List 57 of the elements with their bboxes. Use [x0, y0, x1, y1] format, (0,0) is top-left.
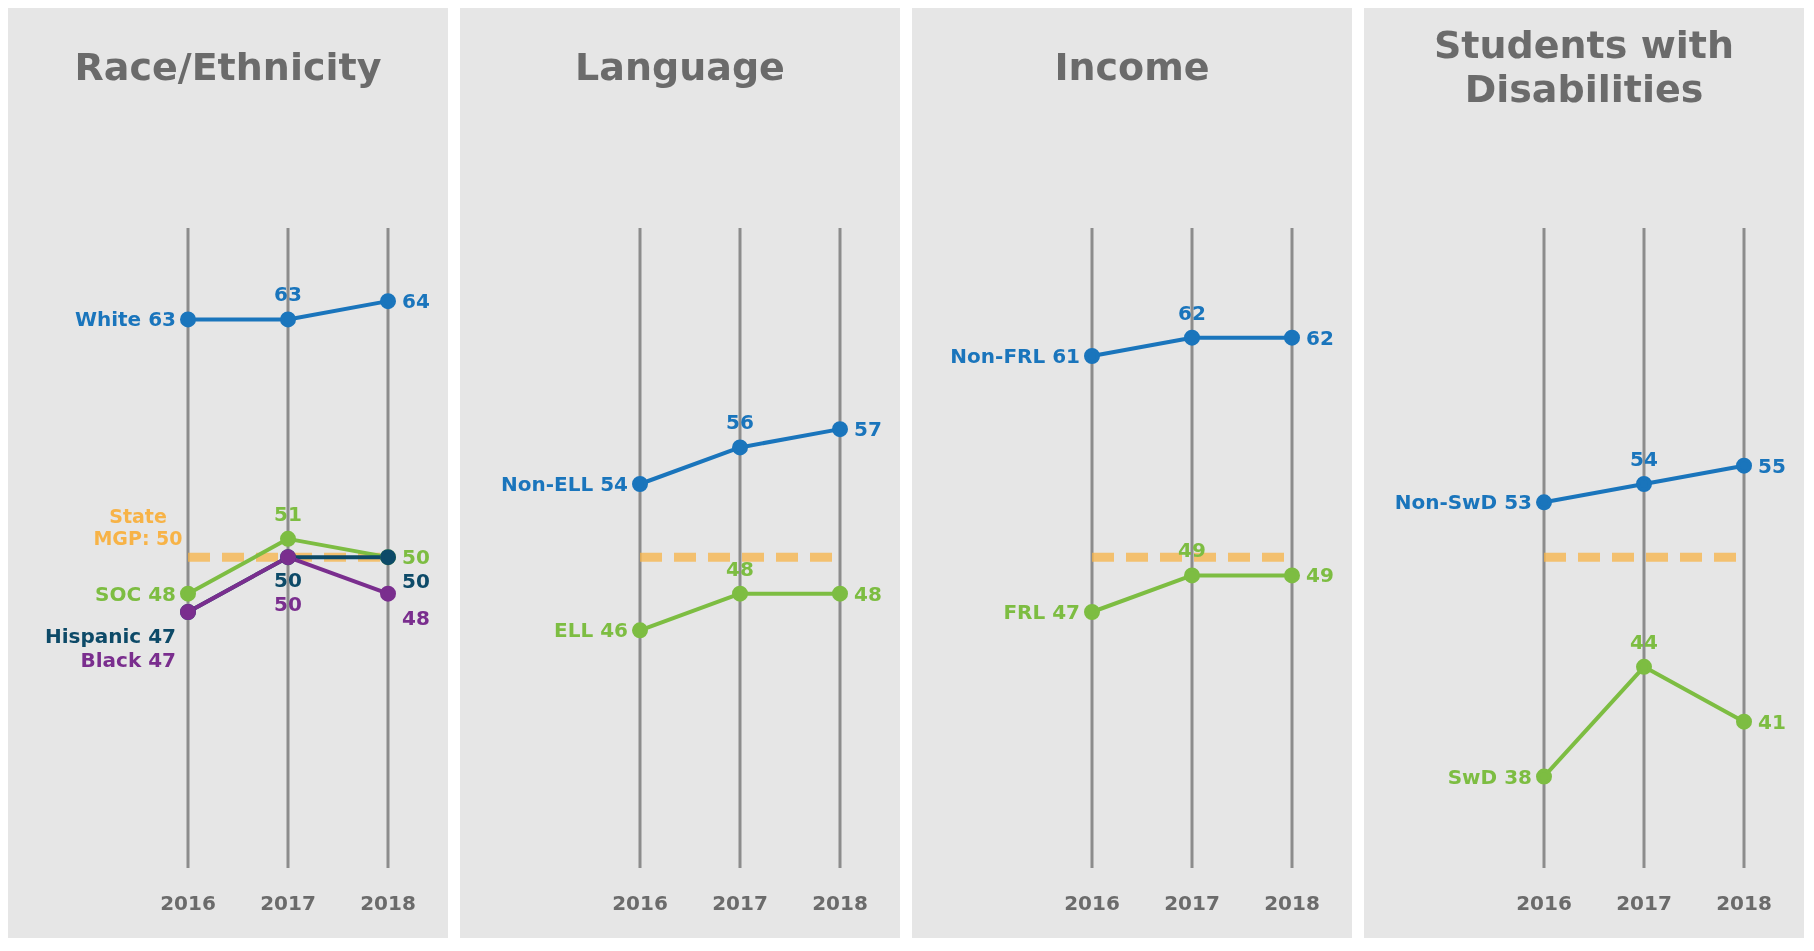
data-label: 62: [1306, 325, 1334, 350]
data-label: 50: [274, 592, 302, 617]
data-label: 55: [1758, 453, 1786, 478]
text: Black: [80, 648, 142, 672]
x-tick-label: 2018: [360, 891, 416, 916]
data-label: 47: [148, 648, 176, 672]
x-tick-label: 2018: [812, 891, 868, 916]
x-tick-label: 2016: [160, 891, 216, 916]
chart-title: Race/Ethnicity: [73, 44, 383, 92]
data-label: 49: [1178, 538, 1206, 563]
x-tick-label: 2018: [1716, 891, 1772, 916]
data-label: 48: [726, 556, 754, 581]
data-label: 56: [726, 410, 754, 435]
x-tick-label: 2016: [612, 891, 668, 916]
text: SOC: [95, 581, 142, 606]
data-label: 62: [1178, 300, 1206, 325]
data-label: 50: [402, 545, 430, 570]
text: Non-ELL: [501, 472, 594, 496]
data-label: 49: [1306, 563, 1334, 588]
text: Hispanic: [44, 624, 142, 648]
x-tick-label: 2017: [260, 891, 316, 916]
text: Non-FRL: [950, 344, 1046, 368]
text: SwD: [1447, 764, 1498, 789]
data-label: 41: [1758, 709, 1786, 734]
chart-title: Students with Disabilities: [1433, 22, 1735, 113]
x-tick-label: 2017: [1616, 891, 1672, 916]
chart-title: Income: [1053, 44, 1211, 92]
data-label: 50: [274, 568, 302, 593]
data-label: 46: [600, 618, 628, 643]
data-label: 48: [402, 605, 430, 630]
data-label: 54: [600, 472, 628, 496]
x-tick-label: 2016: [1064, 891, 1120, 916]
data-label: 53: [1504, 490, 1532, 515]
x-tick-label: 2017: [1164, 891, 1220, 916]
data-label: 48: [148, 581, 176, 606]
data-label: 48: [854, 581, 882, 606]
x-tick-label: 2016: [1516, 891, 1572, 916]
text: White: [74, 307, 142, 332]
data-label: 51: [274, 501, 302, 526]
ref-line-label: State MGP: 50: [93, 505, 183, 550]
x-tick-label: 2018: [1264, 891, 1320, 916]
x-tick-label: 2017: [712, 891, 768, 916]
data-label: 47: [148, 624, 176, 648]
chart-title: Language: [574, 44, 786, 92]
text: Non-SwD: [1394, 490, 1498, 515]
data-label: 63: [274, 282, 302, 307]
data-label: 64: [402, 289, 430, 314]
data-label: 54: [1630, 447, 1658, 471]
data-label: 38: [1504, 764, 1532, 789]
text: FRL: [1003, 600, 1046, 624]
data-label: 50: [402, 569, 430, 594]
data-label: 44: [1630, 629, 1658, 654]
data-label: 63: [148, 307, 176, 332]
data-label: 61: [1052, 344, 1080, 368]
data-label: 57: [854, 417, 882, 442]
data-label: 47: [1052, 600, 1080, 624]
text: ELL: [554, 618, 594, 643]
